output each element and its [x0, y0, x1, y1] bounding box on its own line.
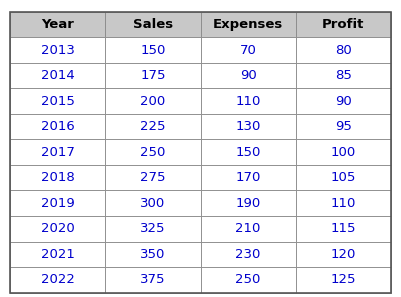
Bar	[105, 63, 200, 89]
Bar	[296, 241, 391, 267]
Bar	[296, 37, 391, 63]
Bar	[296, 12, 391, 37]
Bar	[105, 190, 200, 216]
Bar	[105, 216, 200, 241]
Bar	[10, 12, 105, 37]
Text: 2017: 2017	[41, 146, 75, 159]
Text: 250: 250	[235, 273, 261, 286]
Bar	[105, 241, 200, 267]
Text: 80: 80	[335, 44, 352, 57]
Text: 2015: 2015	[41, 95, 75, 108]
Bar	[200, 63, 296, 89]
Text: 110: 110	[331, 197, 356, 210]
Bar	[105, 140, 200, 165]
Text: 350: 350	[140, 248, 166, 261]
Text: 90: 90	[335, 95, 352, 108]
Bar	[105, 12, 200, 37]
Text: 125: 125	[330, 273, 356, 286]
Text: 100: 100	[331, 146, 356, 159]
Bar	[296, 216, 391, 241]
Bar	[105, 114, 200, 140]
Text: 105: 105	[331, 171, 356, 184]
Bar	[296, 165, 391, 190]
Bar	[10, 140, 105, 165]
Text: 325: 325	[140, 222, 166, 235]
Bar	[10, 165, 105, 190]
Bar	[10, 216, 105, 241]
Bar	[10, 63, 105, 89]
Bar	[296, 89, 391, 114]
Text: Sales: Sales	[133, 18, 173, 31]
Text: 110: 110	[235, 95, 261, 108]
Bar	[200, 12, 296, 37]
Text: Expenses: Expenses	[213, 18, 283, 31]
Bar	[105, 37, 200, 63]
Text: 150: 150	[235, 146, 261, 159]
Bar	[200, 190, 296, 216]
Bar	[200, 241, 296, 267]
Bar	[296, 267, 391, 293]
Bar	[10, 114, 105, 140]
Text: 120: 120	[331, 248, 356, 261]
Text: 170: 170	[235, 171, 261, 184]
Bar	[10, 89, 105, 114]
Bar	[105, 267, 200, 293]
Bar	[200, 267, 296, 293]
Text: 300: 300	[140, 197, 166, 210]
Bar	[200, 165, 296, 190]
Text: 230: 230	[235, 248, 261, 261]
Text: 190: 190	[235, 197, 261, 210]
Text: 130: 130	[235, 120, 261, 133]
Bar	[200, 114, 296, 140]
Bar	[10, 37, 105, 63]
Text: 2016: 2016	[41, 120, 75, 133]
Text: Profit: Profit	[322, 18, 365, 31]
Text: 150: 150	[140, 44, 166, 57]
Text: 2021: 2021	[41, 248, 75, 261]
Text: 90: 90	[240, 69, 257, 82]
Bar	[105, 89, 200, 114]
Text: 2022: 2022	[41, 273, 75, 286]
Bar	[10, 190, 105, 216]
Text: 225: 225	[140, 120, 166, 133]
Text: 250: 250	[140, 146, 166, 159]
Bar	[296, 190, 391, 216]
Bar	[105, 165, 200, 190]
Text: 85: 85	[335, 69, 352, 82]
Text: 375: 375	[140, 273, 166, 286]
Bar	[296, 63, 391, 89]
Bar	[10, 267, 105, 293]
Text: 115: 115	[330, 222, 356, 235]
Text: 210: 210	[235, 222, 261, 235]
Text: Year: Year	[41, 18, 74, 31]
Text: 200: 200	[140, 95, 166, 108]
Text: 2013: 2013	[41, 44, 75, 57]
Bar	[200, 37, 296, 63]
Bar	[296, 114, 391, 140]
Text: 275: 275	[140, 171, 166, 184]
Text: 2020: 2020	[41, 222, 75, 235]
Bar	[200, 216, 296, 241]
Bar	[10, 241, 105, 267]
Text: 2018: 2018	[41, 171, 75, 184]
Text: 2014: 2014	[41, 69, 75, 82]
Bar	[296, 140, 391, 165]
Text: 70: 70	[240, 44, 257, 57]
Text: 2019: 2019	[41, 197, 75, 210]
Bar	[200, 140, 296, 165]
Text: 175: 175	[140, 69, 166, 82]
Bar	[200, 89, 296, 114]
Text: 95: 95	[335, 120, 352, 133]
